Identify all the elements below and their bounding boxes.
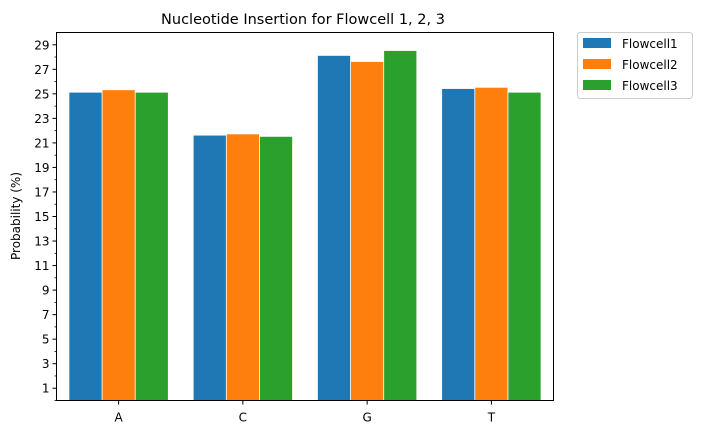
legend-swatch-flowcell2 xyxy=(583,59,611,69)
y-tick-label: 19 xyxy=(34,161,49,175)
x-tick-label: A xyxy=(115,411,124,425)
y-tick-label: 29 xyxy=(34,38,49,52)
y-tick-label: 1 xyxy=(42,382,50,396)
bar-flowcell3-c xyxy=(259,136,293,401)
chart-title: Nucleotide Insertion for Flowcell 1, 2, … xyxy=(161,12,445,28)
x-tick-label: C xyxy=(239,411,247,425)
bar-flowcell1-c xyxy=(193,135,226,401)
y-tick-label: 21 xyxy=(34,136,49,150)
bar-flowcell1-a xyxy=(69,92,102,401)
y-tick-label: 11 xyxy=(34,259,49,273)
y-tick-label: 17 xyxy=(34,185,49,199)
y-tick-label: 7 xyxy=(42,308,50,322)
legend: Flowcell1 Flowcell2 Flowcell3 xyxy=(577,32,693,99)
plot-frame xyxy=(56,32,554,401)
legend-swatch-flowcell3 xyxy=(583,80,611,90)
legend-label-flowcell2: Flowcell2 xyxy=(622,58,678,72)
y-tick-label: 15 xyxy=(34,210,49,224)
bars-group xyxy=(69,50,541,401)
bar-flowcell2-c xyxy=(226,134,260,401)
bar-flowcell2-g xyxy=(350,61,384,401)
y-axis-label: Probability (%) xyxy=(9,172,23,260)
y-tick-label: 27 xyxy=(34,63,49,77)
bar-flowcell3-a xyxy=(135,92,168,401)
y-tick-label: 9 xyxy=(42,284,50,298)
bar-flowcell1-t xyxy=(442,88,475,401)
x-tick-label: T xyxy=(487,411,496,425)
bar-flowcell2-a xyxy=(102,90,135,401)
y-tick-label: 3 xyxy=(42,357,50,371)
legend-swatch-flowcell1 xyxy=(583,38,611,48)
bar-flowcell1-g xyxy=(317,55,351,401)
bar-flowcell3-t xyxy=(508,92,541,401)
x-tick-label: G xyxy=(362,411,371,425)
y-tick-label: 13 xyxy=(34,235,49,249)
y-tick-label: 5 xyxy=(42,333,50,347)
bar-flowcell2-t xyxy=(475,87,508,401)
y-tick-label: 25 xyxy=(34,87,49,101)
bar-flowcell3-g xyxy=(384,50,417,401)
legend-label-flowcell1: Flowcell1 xyxy=(622,37,678,51)
y-tick-label: 23 xyxy=(34,112,49,126)
legend-label-flowcell3: Flowcell3 xyxy=(622,79,678,93)
